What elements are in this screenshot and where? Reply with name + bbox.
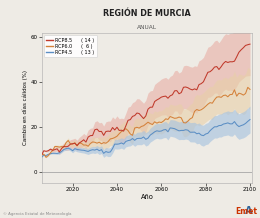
Text: REGIÓN DE MURCIA: REGIÓN DE MURCIA — [103, 9, 191, 18]
Text: Emet: Emet — [235, 207, 257, 216]
Text: A: A — [245, 206, 252, 216]
Text: ANUAL: ANUAL — [137, 25, 157, 30]
Y-axis label: Cambio en días cálidos (%): Cambio en días cálidos (%) — [22, 70, 28, 145]
X-axis label: Año: Año — [140, 194, 153, 200]
Legend: RCP8.5      ( 14 ), RCP6.0      (  6 ), RCP4.5      ( 13 ): RCP8.5 ( 14 ), RCP6.0 ( 6 ), RCP4.5 ( 13… — [44, 35, 97, 57]
Text: © Agencia Estatal de Meteorología: © Agencia Estatal de Meteorología — [3, 212, 71, 216]
